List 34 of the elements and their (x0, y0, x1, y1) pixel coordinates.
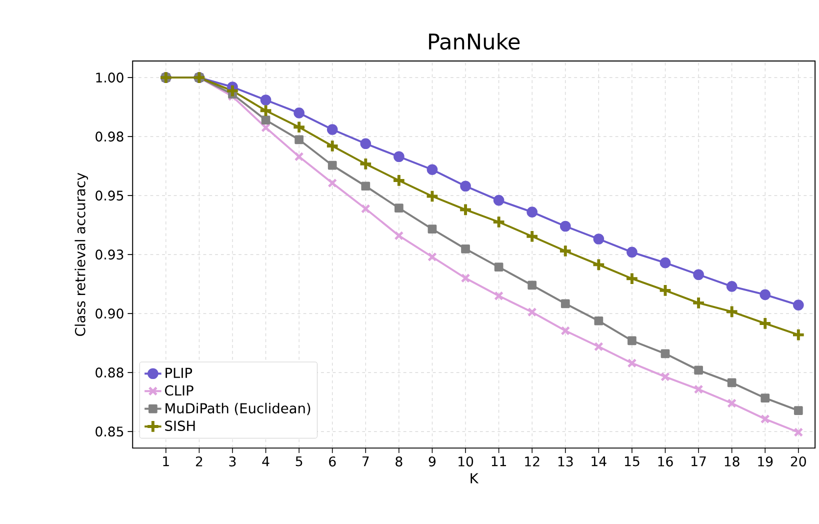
x-tick-label: 20 (790, 456, 806, 467)
x-tick-label: 1 (163, 456, 169, 466)
x-tick-label: 17 (692, 456, 706, 466)
y-tick-label: 1.00 (96, 72, 124, 83)
x-tick-label: 10 (458, 456, 474, 467)
x-tick-label: 16 (658, 456, 673, 467)
x-tick-label: 2 (196, 456, 202, 466)
x-tick-label: 14 (592, 456, 606, 466)
legend-label: SISH (165, 420, 195, 432)
y-tick-label: 0.93 (96, 250, 124, 260)
x-tick-label: 18 (724, 456, 740, 467)
x-tick-label: 12 (525, 456, 540, 466)
y-axis-title: Class retrieval accuracy (74, 172, 88, 336)
x-tick-label: 8 (396, 456, 402, 467)
x-tick-label: 3 (229, 456, 236, 467)
x-tick-label: 5 (296, 456, 302, 466)
x-tick-label: 7 (362, 456, 369, 466)
x-tick-label: 9 (428, 456, 436, 467)
x-tick-label: 13 (558, 456, 573, 467)
y-tick-label: 0.88 (96, 368, 124, 378)
x-tick-label: 6 (329, 456, 336, 467)
y-tick-label: 0.98 (96, 132, 124, 142)
y-tick-label: 0.85 (96, 426, 124, 437)
chart-title: PanNuke (429, 33, 520, 50)
x-tick-label: 19 (758, 456, 773, 467)
x-tick-label: 4 (262, 456, 270, 466)
legend-label: MuDiPath (Euclidean) (166, 402, 310, 416)
x-tick-label: 11 (492, 456, 506, 466)
legend-label: PLIP (166, 368, 192, 378)
x-tick-label: 15 (625, 456, 640, 466)
legend-label: CLIP (165, 385, 194, 396)
y-tick-label: 0.95 (96, 190, 124, 201)
x-axis-title: K (470, 473, 479, 484)
y-tick-label: 0.90 (96, 308, 124, 319)
